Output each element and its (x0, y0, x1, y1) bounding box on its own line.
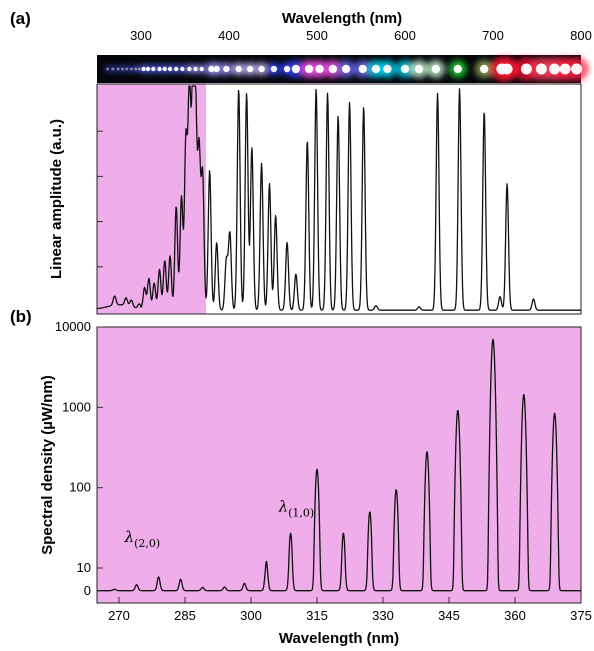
strip-spot (291, 64, 301, 74)
spectral-strip-spots (106, 63, 583, 75)
x-tick-label: 345 (438, 608, 460, 623)
strip-spot (145, 66, 151, 72)
panel-b-y-axis-title: Spectral density (µW/nm) (39, 375, 56, 555)
strip-spot (187, 66, 192, 72)
strip-spot (157, 66, 162, 72)
strip-spot (283, 65, 291, 73)
panel-a-y-ticks (97, 130, 103, 268)
strip-spot (453, 64, 462, 74)
x-tick-label: 330 (372, 608, 394, 623)
panel-b-x-axis: 270 285 300 315 330 345 360 375 (108, 597, 592, 623)
x-tick-label: 285 (174, 608, 196, 623)
strip-spot (151, 66, 156, 72)
strip-spot (121, 67, 124, 71)
top-x-tick-label: 400 (218, 28, 240, 43)
y-tick-label: 1000 (62, 399, 91, 414)
top-x-tick-label: 500 (306, 28, 328, 43)
strip-spot (414, 64, 424, 74)
strip-spot (549, 63, 561, 75)
spectral-strip-glow (104, 56, 589, 82)
strip-spot (520, 63, 532, 75)
x-tick-label: 375 (570, 608, 592, 623)
top-x-tick-label: 300 (130, 28, 152, 43)
strip-spot (431, 64, 440, 74)
strip-spot (571, 63, 583, 75)
panel-a-plot (96, 83, 582, 315)
strip-spot (480, 64, 489, 74)
panel-a-frame (96, 83, 582, 315)
y-tick-label: 10000 (55, 319, 91, 334)
panel-a-y-axis-title: Linear amplitude (a.u.) (48, 119, 65, 279)
top-x-axis-title: Wavelength (nm) (282, 10, 402, 27)
strip-spot (341, 64, 351, 74)
strip-spot (162, 66, 167, 72)
strip-spot (213, 65, 220, 73)
x-tick-label: 360 (504, 608, 526, 623)
top-x-tick-label: 800 (570, 28, 592, 43)
strip-spot (174, 66, 179, 72)
strip-spot (125, 67, 129, 71)
x-tick-label: 300 (240, 608, 262, 623)
y-tick-label: 100 (69, 480, 91, 495)
strip-spot (129, 67, 133, 71)
strip-spot (223, 65, 230, 73)
top-x-axis: 300 400 500 600 700 800 (130, 28, 592, 43)
strip-spot (304, 64, 314, 74)
strip-spot (180, 66, 185, 72)
panel-b-frame (96, 326, 582, 604)
strip-spot (193, 66, 198, 72)
strip-spot (106, 67, 109, 71)
panel-b-plot: 0 10 100 1000 10000 270 285 300 315 330 345 360 375… (55, 319, 592, 623)
strip-spot (258, 65, 265, 73)
strip-spot-glow (123, 65, 130, 73)
strip-spot (141, 66, 146, 72)
y-tick-label: 0 (84, 583, 91, 598)
strip-spot-glow (104, 65, 111, 73)
x-tick-label: 315 (306, 608, 328, 623)
panel-b-annotations: λ(2,0) λ(1,0) (124, 497, 315, 550)
strip-spot (501, 63, 513, 75)
strip-spot (535, 63, 547, 75)
strip-spot-glow (109, 65, 116, 73)
panel-a-spectrum-line (96, 85, 582, 311)
strip-spot-glow (115, 65, 122, 73)
panel-b-spectrum-line (96, 338, 582, 592)
strip-spot (358, 64, 367, 74)
top-x-tick-label: 600 (394, 28, 416, 43)
panel-label-b: (b) (10, 307, 32, 326)
strip-spot (315, 64, 324, 74)
strip-spot (246, 65, 254, 73)
strip-spot (134, 67, 138, 71)
strip-spot (328, 64, 338, 74)
peak-annotation: λ(1,0) (278, 497, 315, 519)
panel-a-shaded-region (97, 84, 207, 314)
strip-spot (400, 64, 410, 74)
strip-spot (383, 64, 392, 74)
strip-spot (235, 65, 242, 73)
spectral-strip (97, 55, 589, 83)
strip-spot (137, 67, 141, 71)
bottom-x-axis-title: Wavelength (nm) (279, 630, 399, 647)
top-x-tick-label: 700 (482, 28, 504, 43)
strip-spot (270, 65, 278, 73)
x-tick-label: 270 (108, 608, 130, 623)
panel-b-background (97, 327, 581, 603)
strip-spot (371, 64, 381, 74)
strip-spot (111, 67, 115, 71)
panel-b-y-axis: 0 10 100 1000 10000 (55, 319, 103, 598)
strip-spot (559, 63, 571, 75)
peak-annotation: λ(2,0) (124, 528, 161, 550)
strip-spot (199, 66, 204, 72)
strip-spot-glow (128, 65, 135, 73)
strip-spot (208, 65, 215, 73)
panel-label-a: (a) (10, 9, 31, 28)
strip-spot-glow (119, 65, 126, 73)
y-tick-label: 10 (77, 560, 91, 575)
strip-spot (167, 66, 173, 72)
strip-spot (116, 67, 120, 71)
